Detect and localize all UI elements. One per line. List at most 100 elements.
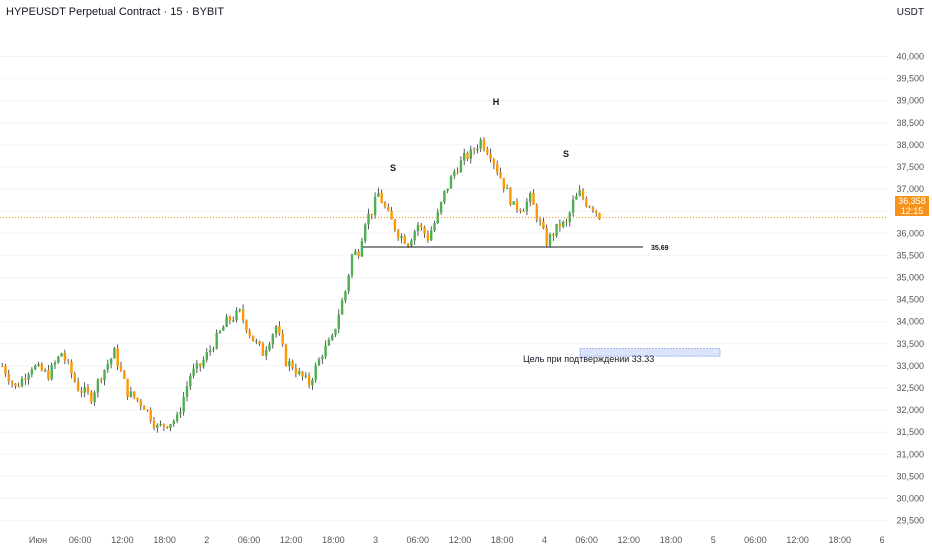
candle-body (166, 426, 169, 428)
candle-body (70, 361, 73, 374)
candle-body (156, 425, 159, 428)
candle-body (420, 224, 423, 227)
x-tick-label: 12:00 (280, 535, 303, 545)
y-tick-label: 32,000 (896, 405, 924, 415)
candle-body (423, 226, 426, 234)
target-zone-rectangle[interactable] (579, 348, 721, 357)
x-tick-label: 18:00 (153, 535, 176, 545)
y-tick-label: 37,500 (896, 162, 924, 172)
candle-body (529, 192, 532, 202)
candle-body (248, 330, 251, 336)
candle-body (505, 187, 509, 189)
candle-body (545, 228, 548, 246)
y-tick-label: 38,500 (896, 118, 924, 128)
y-tick-label: 33,500 (896, 339, 924, 349)
candle-body (327, 339, 331, 346)
candlestick-series (1, 137, 601, 433)
candle-body (274, 326, 278, 335)
y-tick-label: 34,000 (896, 317, 924, 327)
candle-body (136, 397, 139, 401)
candle-body (146, 409, 149, 411)
candle-body (199, 363, 202, 367)
candle-body (446, 188, 449, 191)
candle-body (331, 335, 334, 340)
candle-body (195, 363, 199, 369)
candle-body (350, 254, 354, 276)
candle-body (492, 159, 496, 165)
candle-body (169, 424, 172, 428)
candle-body (63, 353, 67, 361)
gridlines (0, 56, 888, 522)
candle-body (57, 356, 60, 363)
candle-body (499, 172, 502, 179)
candle-body (317, 359, 321, 366)
y-tick-label: 36,000 (896, 228, 924, 238)
candle-body (175, 414, 179, 422)
candle-body (456, 171, 459, 173)
x-tick-label: 06:00 (69, 535, 92, 545)
candle-body (76, 381, 80, 391)
candle-body (149, 409, 152, 422)
candle-body (60, 353, 63, 357)
candle-body (113, 348, 116, 359)
candle-body (80, 390, 83, 393)
candle-body (126, 378, 129, 398)
candle-body (472, 149, 476, 151)
candle-body (397, 230, 400, 239)
x-tick-label: 3 (373, 535, 378, 545)
candle-body (552, 234, 555, 237)
price-axis[interactable]: 29,500 30,000 30,500 31,000 31,500 32,000 32,5… (896, 52, 924, 526)
candle-body (347, 275, 350, 292)
candle-body (218, 330, 222, 333)
candle-body (238, 309, 241, 311)
candle-body (370, 213, 373, 215)
candle-body (67, 360, 70, 362)
currency-label[interactable]: USDT (896, 7, 924, 18)
x-tick-label: 06:00 (407, 535, 430, 545)
candle-body (225, 316, 228, 327)
candle-body (189, 375, 192, 387)
candle-body (525, 201, 529, 212)
candle-body (406, 243, 410, 247)
candle-body (410, 240, 413, 247)
y-tick-label: 34,500 (896, 295, 924, 305)
candle-body (291, 361, 294, 369)
candle-body (390, 210, 393, 220)
x-tick-label: 06:00 (238, 535, 261, 545)
candle-body (10, 381, 14, 384)
candle-body (192, 368, 195, 376)
candle-body (357, 251, 360, 257)
candle-body (400, 235, 403, 239)
candle-body (509, 187, 512, 205)
candle-body (109, 358, 113, 365)
candle-body (251, 335, 255, 342)
candle-body (463, 153, 466, 161)
candle-body (307, 375, 311, 386)
candle-body (364, 224, 367, 241)
candle-body (598, 212, 601, 220)
neckline-value-label: 35.69 (651, 245, 669, 252)
candle-body (360, 240, 364, 257)
x-tick-label: 18:00 (322, 535, 345, 545)
candle-body (578, 190, 581, 196)
candle-body (433, 223, 436, 231)
x-tick-label: 6 (879, 535, 884, 545)
target-text-label: Цель при подтверждении 33.33 (523, 354, 654, 364)
y-tick-label: 39,000 (896, 96, 924, 106)
candle-body (258, 341, 261, 344)
y-tick-label: 35,500 (896, 250, 924, 260)
candle-body (215, 332, 218, 349)
candle-body (96, 379, 100, 393)
x-tick-label: 06:00 (744, 535, 767, 545)
x-tick-label: 12:00 (111, 535, 134, 545)
time-axis[interactable]: Июн 06:00 12:00 18:00 2 06:00 12:00 18:00 3 06:00… (29, 535, 885, 545)
candle-body (482, 139, 486, 150)
candle-body (17, 386, 20, 388)
current-price-badge: 36,358 12:15 (895, 196, 929, 216)
candle-body (380, 192, 383, 203)
candle-body (27, 374, 30, 380)
candle-body (383, 202, 387, 207)
candle-body (103, 369, 106, 381)
y-tick-label: 37,000 (896, 184, 924, 194)
